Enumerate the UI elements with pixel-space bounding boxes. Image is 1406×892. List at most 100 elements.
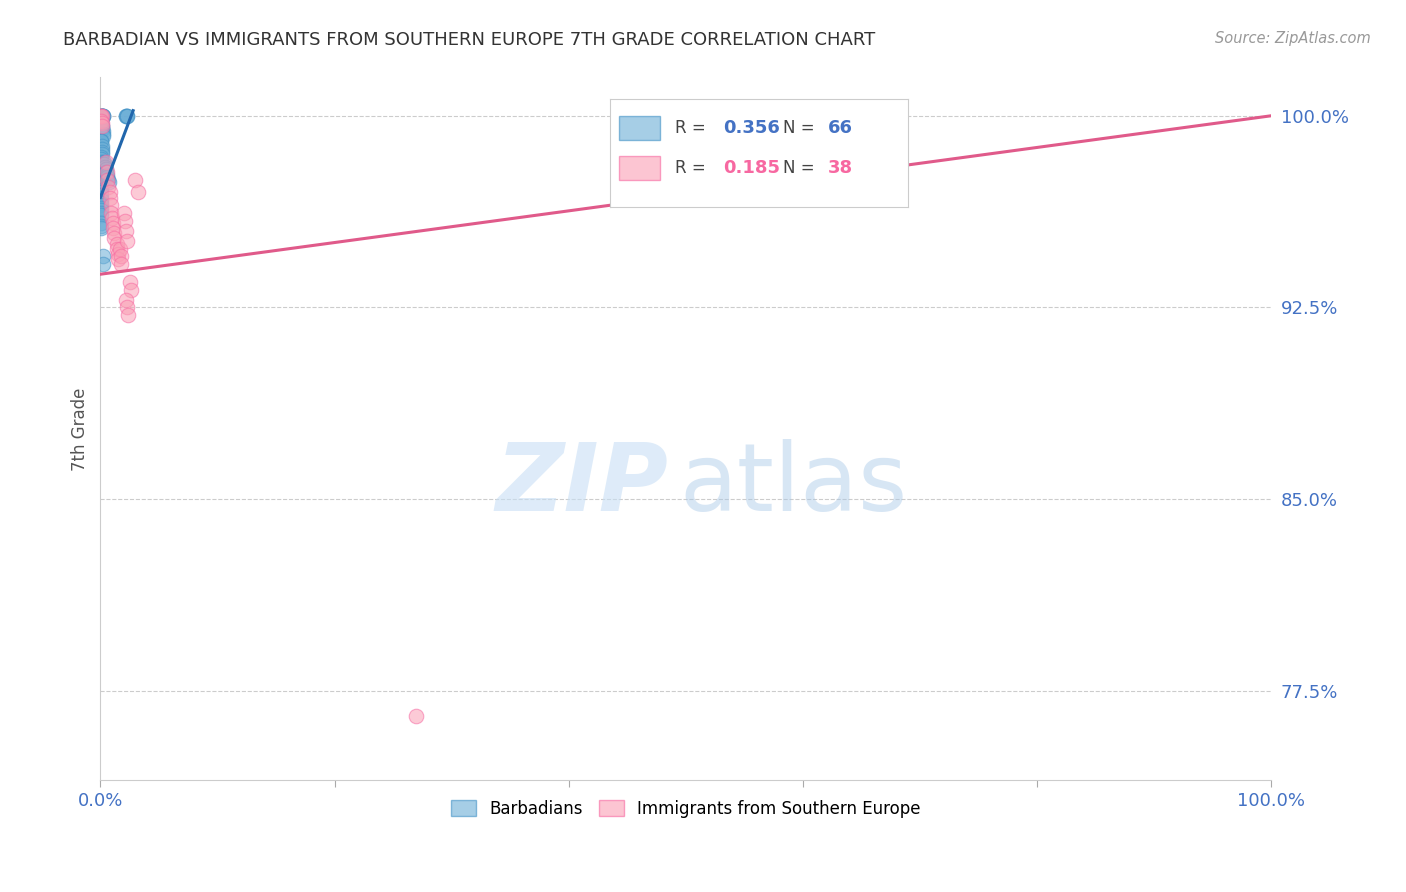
Point (112, 206, 135, 220)
Point (91, 109, 114, 123)
Point (91, 121, 114, 136)
Point (115, 109, 138, 123)
Point (90, 109, 112, 123)
Point (115, 109, 138, 123)
Point (90, 109, 112, 123)
Point (105, 242, 128, 256)
Point (91, 249, 114, 263)
Point (117, 109, 139, 123)
Point (90, 134, 112, 148)
Point (90, 216, 112, 230)
Y-axis label: 7th Grade: 7th Grade (72, 387, 89, 471)
Point (90, 190, 112, 204)
Point (91, 124, 114, 138)
Point (90, 160, 112, 174)
Point (91, 109, 114, 123)
Point (91, 147, 114, 161)
Point (103, 221, 125, 235)
Point (90, 153, 112, 167)
Point (96, 170, 118, 185)
Point (96, 165, 118, 179)
Point (127, 186, 149, 200)
Text: atlas: atlas (681, 439, 908, 531)
Point (97, 180, 120, 194)
Point (90, 119, 112, 133)
Point (90, 109, 112, 123)
Text: ZIP: ZIP (495, 439, 668, 531)
Point (90, 172, 112, 186)
Point (90, 154, 112, 169)
Point (110, 242, 132, 256)
Point (90, 219, 112, 233)
Point (91, 109, 114, 123)
Point (91, 257, 114, 271)
Point (90, 114, 112, 128)
Point (103, 231, 125, 245)
Point (94, 162, 117, 177)
Point (90, 168, 112, 182)
Point (98, 186, 121, 200)
Point (90, 162, 112, 177)
Point (110, 249, 132, 263)
Point (90, 119, 112, 133)
Legend: Barbadians, Immigrants from Southern Europe: Barbadians, Immigrants from Southern Eur… (444, 793, 928, 825)
Point (96, 168, 118, 182)
Point (124, 172, 146, 186)
Text: BARBADIAN VS IMMIGRANTS FROM SOUTHERN EUROPE 7TH GRADE CORRELATION CHART: BARBADIAN VS IMMIGRANTS FROM SOUTHERN EU… (63, 31, 876, 49)
Point (90, 203, 112, 218)
Point (90, 209, 112, 223)
Point (94, 160, 117, 174)
Point (105, 236, 128, 251)
Point (90, 142, 112, 156)
Point (100, 198, 122, 212)
Point (115, 224, 138, 238)
Point (117, 109, 139, 123)
Point (90, 114, 112, 128)
Point (90, 193, 112, 207)
Point (90, 183, 112, 197)
Point (101, 216, 124, 230)
Point (90, 109, 112, 123)
Point (91, 127, 114, 141)
Point (101, 211, 124, 225)
Point (100, 206, 122, 220)
Point (115, 293, 138, 307)
Point (90, 139, 112, 153)
Point (90, 165, 112, 179)
Point (117, 301, 139, 315)
Point (90, 221, 112, 235)
Point (91, 109, 114, 123)
Point (90, 116, 112, 130)
Point (97, 172, 120, 186)
Point (90, 109, 112, 123)
Point (110, 257, 132, 271)
Text: Source: ZipAtlas.com: Source: ZipAtlas.com (1215, 31, 1371, 46)
Point (90, 206, 112, 220)
Point (96, 165, 118, 179)
Point (90, 178, 112, 192)
Point (90, 175, 112, 189)
Point (90, 150, 112, 164)
Point (97, 175, 120, 189)
Point (90, 109, 112, 123)
Point (118, 275, 141, 289)
Point (96, 154, 118, 169)
Point (107, 252, 129, 266)
Point (90, 180, 112, 194)
Point (90, 119, 112, 133)
Point (91, 145, 114, 159)
Point (90, 134, 112, 148)
Point (91, 121, 114, 136)
Point (117, 308, 139, 322)
Point (90, 198, 112, 212)
Point (120, 283, 142, 297)
Point (90, 188, 112, 202)
Point (90, 195, 112, 210)
Point (90, 201, 112, 215)
Point (103, 227, 125, 241)
Point (90, 157, 112, 171)
Point (114, 213, 136, 227)
Point (107, 247, 129, 261)
Point (91, 109, 114, 123)
Point (90, 109, 112, 123)
